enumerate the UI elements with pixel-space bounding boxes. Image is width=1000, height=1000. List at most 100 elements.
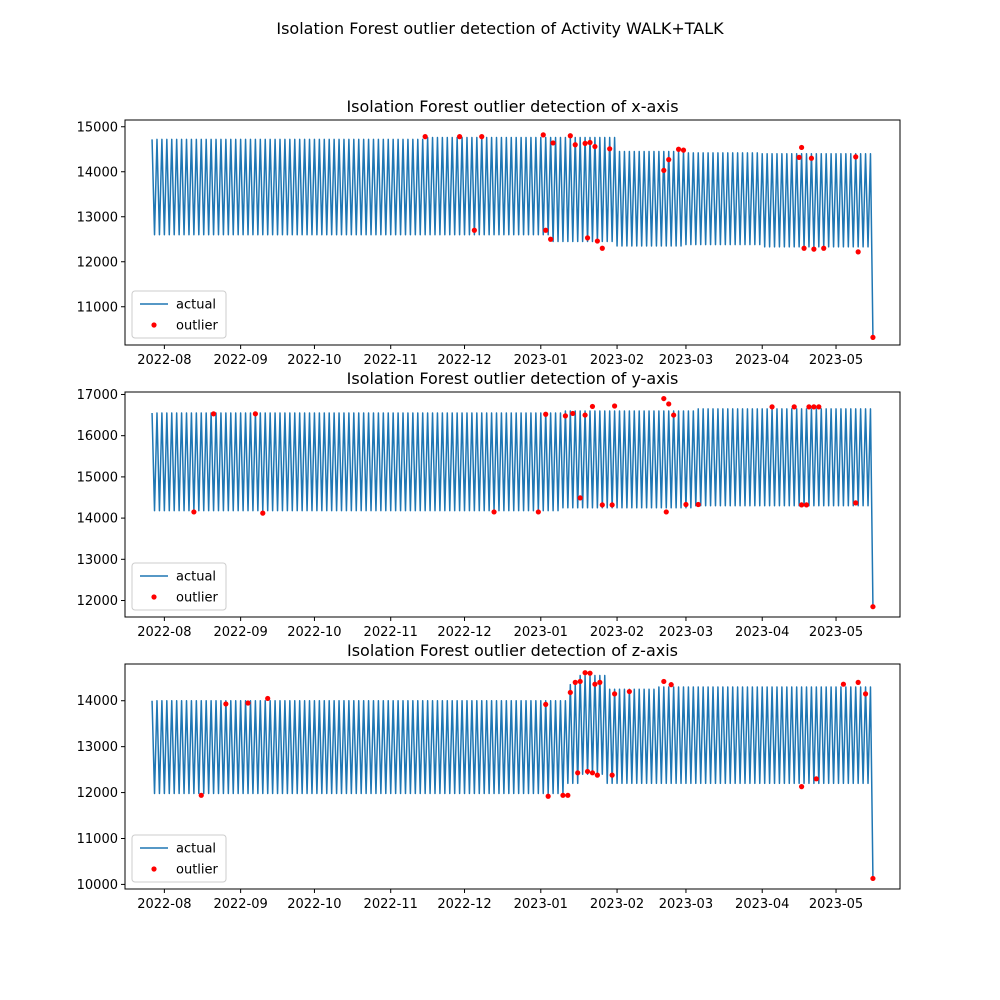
- legend-label-actual: actual: [176, 842, 216, 857]
- subplot-2: Isolation Forest outlier detection of z-…: [77, 641, 901, 912]
- outlier-point: [245, 700, 251, 706]
- outlier-point: [265, 695, 271, 702]
- legend-marker-swatch: [151, 322, 157, 328]
- outlier-point: [668, 682, 674, 688]
- y-tick-label: 15000: [77, 470, 118, 485]
- outlier-point: [607, 146, 613, 152]
- legend-label-actual: actual: [176, 570, 216, 585]
- outlier-point: [816, 404, 822, 410]
- legend: actual outlier: [131, 290, 227, 339]
- x-tick-label: 2023-04: [735, 353, 789, 368]
- x-tick-label: 2022-10: [287, 625, 341, 640]
- outlier-point: [572, 142, 578, 148]
- outlier-point: [798, 502, 805, 508]
- outlier-point: [855, 679, 861, 685]
- outlier-point: [582, 140, 588, 146]
- legend-label-outlier: outlier: [176, 863, 219, 878]
- outlier-point: [567, 133, 573, 139]
- outlier-point: [550, 140, 556, 146]
- outlier-point: [560, 792, 566, 798]
- outlier-point: [599, 502, 605, 508]
- outlier-point: [680, 147, 687, 153]
- outlier-point: [663, 509, 669, 515]
- y-tick-label: 12000: [77, 255, 118, 270]
- outlier-point: [609, 502, 615, 508]
- y-tick-label: 11000: [77, 832, 118, 847]
- outlier-point: [862, 691, 869, 697]
- x-tick-label: 2023-03: [659, 897, 713, 912]
- outlier-point: [801, 245, 807, 251]
- outlier-point: [695, 501, 701, 508]
- outlier-point: [671, 412, 677, 418]
- y-tick-label: 16000: [77, 429, 118, 444]
- outlier-point: [572, 679, 578, 685]
- x-tick-label: 2023-01: [514, 625, 568, 640]
- outlier-point: [592, 143, 598, 150]
- x-tick-label: 2023-05: [809, 625, 863, 640]
- outlier-point: [808, 155, 815, 161]
- x-tick-label: 2022-10: [287, 897, 341, 912]
- subplot-1: Isolation Forest outlier detection of y-…: [77, 369, 901, 640]
- outlier-point: [811, 404, 817, 410]
- outlier-point: [198, 792, 204, 798]
- y-tick-label: 14000: [77, 165, 118, 180]
- outlier-point: [479, 134, 485, 140]
- outlier-point: [543, 227, 549, 233]
- outlier-point: [870, 604, 876, 610]
- legend-label-outlier: outlier: [176, 591, 219, 606]
- x-tick-label: 2022-11: [364, 897, 418, 912]
- y-tick-label: 12000: [77, 594, 118, 609]
- figure-suptitle: Isolation Forest outlier detection of Ac…: [276, 19, 724, 38]
- legend-label-outlier: outlier: [176, 319, 219, 334]
- outlier-point: [675, 146, 682, 152]
- outlier-point: [584, 235, 591, 241]
- outlier-point: [599, 245, 605, 251]
- legend-marker-swatch: [151, 866, 157, 872]
- x-tick-label: 2022-11: [364, 353, 418, 368]
- outlier-point: [582, 412, 588, 418]
- outlier-point: [589, 403, 596, 410]
- x-tick-label: 2023-02: [590, 625, 644, 640]
- y-tick-label: 12000: [77, 786, 118, 801]
- outlier-point: [870, 334, 876, 340]
- subplot-0: Isolation Forest outlier detection of x-…: [77, 97, 901, 368]
- x-tick-label: 2023-04: [735, 897, 789, 912]
- y-tick-label: 13000: [77, 553, 118, 568]
- y-tick-label: 17000: [77, 388, 118, 403]
- outlier-point: [584, 768, 591, 775]
- outlier-point: [661, 395, 667, 402]
- outlier-point: [597, 679, 603, 685]
- outlier-point: [543, 701, 549, 708]
- outlier-point: [457, 134, 463, 140]
- outlier-point: [577, 678, 583, 685]
- y-tick-label: 13000: [77, 210, 118, 225]
- x-tick-label: 2022-12: [437, 353, 491, 368]
- x-tick-label: 2023-05: [809, 897, 863, 912]
- outlier-point: [491, 509, 497, 515]
- outlier-point: [535, 509, 541, 515]
- outlier-point: [803, 502, 810, 508]
- legend: actual outlier: [131, 562, 227, 611]
- outlier-point: [612, 403, 618, 409]
- outlier-point: [575, 770, 581, 776]
- legend-marker-swatch: [151, 594, 157, 600]
- x-tick-label: 2022-10: [287, 353, 341, 368]
- outlier-point: [589, 770, 596, 776]
- outlier-point: [562, 413, 569, 419]
- x-tick-label: 2022-09: [213, 625, 267, 640]
- outlier-point: [592, 681, 598, 687]
- outlier-point: [791, 404, 797, 410]
- outlier-point: [422, 134, 428, 140]
- outlier-point: [548, 236, 554, 242]
- x-tick-label: 2022-12: [437, 625, 491, 640]
- outlier-point: [666, 157, 672, 163]
- outlier-point: [769, 404, 775, 410]
- outlier-point: [855, 249, 861, 255]
- x-tick-label: 2022-09: [213, 897, 267, 912]
- x-tick-label: 2023-03: [659, 625, 713, 640]
- x-tick-label: 2022-09: [213, 353, 267, 368]
- x-tick-label: 2023-01: [514, 897, 568, 912]
- outlier-point: [191, 509, 197, 515]
- outlier-point: [840, 681, 847, 687]
